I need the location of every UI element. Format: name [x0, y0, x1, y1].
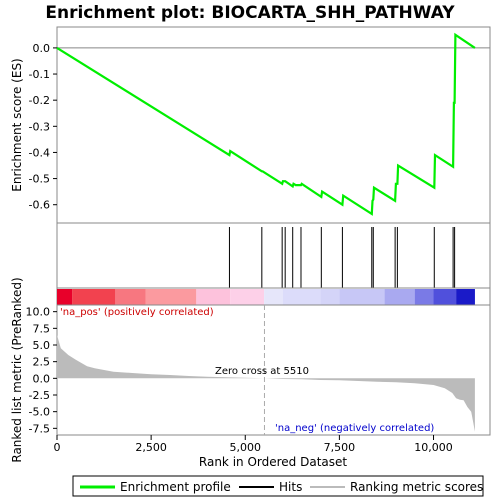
es-y-tick-label: -0.1: [29, 68, 50, 81]
colorbar-segment: [145, 289, 197, 305]
colorbar-segment: [339, 289, 385, 305]
colorbar-segment: [433, 289, 457, 305]
enrichment-profile-line: [56, 32, 476, 216]
colorbar-segment: [384, 289, 415, 305]
metric-y-tick-label: -7.5: [29, 422, 50, 435]
x-tick-label: 0: [54, 441, 61, 454]
es-y-tick-label: -0.2: [29, 94, 50, 107]
hits-panel-frame: [56, 222, 491, 289]
colorbar-segment: [264, 289, 283, 305]
colorbar-segment: [282, 289, 321, 305]
colorbar-segment: [456, 289, 475, 305]
colorbar-segment: [414, 289, 434, 305]
x-axis: 0 2,500 5,000 7,500 10,000: [54, 435, 453, 454]
es-y-axis: 0.0 -0.1 -0.2 -0.3 -0.4 -0.5 -0.6: [29, 42, 57, 212]
metric-y-axis: 10.0 7.5 5.0 2.5 0.0 -2.5 -5.0 -7.5: [26, 306, 57, 435]
metric-panel-frame: [56, 304, 491, 436]
metric-y-tick-label: -5.0: [29, 406, 50, 419]
metric-y-label: Ranked list metric (PreRanked): [10, 277, 24, 462]
colorbar-segment: [57, 289, 73, 305]
metric-y-tick-label: -2.5: [29, 389, 50, 402]
legend: Enrichment profile Hits Ranking metric s…: [72, 475, 484, 497]
colorbar-segment: [320, 289, 340, 305]
zero-cross-label: Zero cross at 5510: [215, 366, 309, 377]
es-y-tick-label: 0.0: [33, 42, 51, 55]
es-y-label: Enrichment score (ES): [10, 58, 24, 191]
legend-enrichment-label: Enrichment profile: [120, 480, 231, 494]
x-axis-label: Rank in Ordered Dataset: [199, 455, 347, 469]
es-y-tick-label: -0.4: [29, 146, 50, 159]
x-tick-label: 7,500: [324, 441, 356, 454]
x-tick-label: 2,500: [135, 441, 167, 454]
es-y-tick-label: -0.3: [29, 120, 50, 133]
metric-y-tick-label: 2.5: [33, 356, 51, 369]
metric-y-tick-label: 7.5: [33, 322, 51, 335]
legend-metric-label: Ranking metric scores: [350, 480, 483, 494]
neg-correlated-label: 'na_neg' (negatively correlated): [275, 423, 434, 434]
legend-box: [72, 475, 484, 497]
es-panel-frame: [56, 26, 491, 224]
es-y-tick-label: -0.6: [29, 199, 50, 212]
metric-y-tick-label: 0.0: [33, 372, 51, 385]
colorbar-segment: [196, 289, 231, 305]
hits-marks: [228, 227, 456, 288]
metric-y-tick-label: 5.0: [33, 339, 51, 352]
es-y-tick-label: -0.5: [29, 173, 50, 186]
x-tick-label: 5,000: [230, 441, 262, 454]
metric-y-tick-label: 10.0: [26, 306, 51, 319]
legend-hits-label: Hits: [279, 480, 302, 494]
chart-title: Enrichment plot: BIOCARTA_SHH_PATHWAY: [45, 3, 455, 23]
pos-correlated-label: 'na_pos' (positively correlated): [60, 307, 214, 318]
rank-colorbar: [57, 289, 475, 305]
colorbar-segment: [72, 289, 116, 305]
colorbar-segment: [230, 289, 265, 305]
colorbar-segment: [115, 289, 146, 305]
x-tick-label: 10,000: [414, 441, 453, 454]
